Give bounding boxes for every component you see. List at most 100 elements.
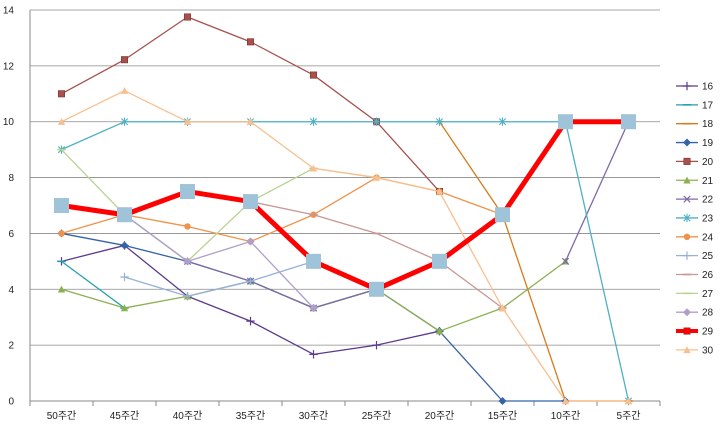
data-point	[683, 327, 691, 335]
x-tick-label: 30주간	[299, 410, 329, 422]
data-point	[372, 340, 381, 350]
data-point	[120, 117, 129, 126]
legend-item-20: 20	[676, 157, 714, 168]
data-point	[183, 118, 192, 125]
data-point	[558, 114, 573, 130]
data-point	[624, 397, 633, 405]
legend-item-29: 29	[676, 327, 714, 338]
data-point	[498, 304, 507, 312]
legend-item-23: 23	[676, 213, 714, 224]
x-tick-label: 50주간	[47, 410, 77, 422]
legend-label: 20	[702, 157, 714, 168]
legend-label: 26	[702, 270, 714, 281]
data-point	[561, 257, 570, 265]
data-point	[682, 251, 692, 260]
data-point	[309, 164, 318, 172]
data-point	[58, 230, 65, 237]
legend-label: 25	[702, 251, 714, 262]
legend-label: 21	[702, 176, 714, 187]
legend-label: 28	[702, 308, 714, 319]
data-point	[309, 71, 317, 79]
x-tick-label: 10주간	[551, 410, 581, 422]
data-point	[682, 81, 692, 91]
data-point	[183, 292, 192, 301]
data-point	[180, 184, 195, 200]
y-tick-label: 8	[8, 173, 14, 184]
data-point	[683, 233, 691, 240]
data-point	[306, 253, 321, 269]
legend-item-19: 19	[676, 138, 714, 149]
data-point	[372, 117, 381, 126]
series-30	[57, 87, 633, 405]
data-point	[243, 194, 258, 210]
data-point	[309, 117, 318, 126]
data-point	[432, 253, 447, 269]
data-point	[120, 87, 129, 94]
data-point	[121, 56, 129, 64]
legend-label: 17	[702, 100, 714, 111]
data-point	[495, 207, 510, 223]
legend-item-25: 25	[676, 251, 714, 262]
legend-item-18: 18	[676, 119, 714, 130]
data-point	[683, 213, 691, 223]
data-point	[498, 117, 507, 126]
legend-item-16: 16	[676, 82, 714, 93]
data-point	[247, 38, 255, 46]
legend-label: 30	[702, 345, 714, 356]
data-point	[246, 237, 255, 246]
data-point	[561, 397, 570, 405]
data-point	[117, 207, 132, 223]
x-tick-label: 25주간	[362, 410, 392, 422]
data-point	[183, 257, 192, 266]
series-line	[564, 121, 630, 262]
series-29	[54, 114, 636, 297]
data-point	[309, 303, 318, 312]
data-point	[246, 276, 255, 286]
legend-item-28: 28	[676, 308, 714, 319]
data-point	[120, 304, 129, 312]
legend: 16 17 18 19 20 21 22 23 24 25 26 27 28 29 30	[676, 82, 714, 356]
data-point	[683, 157, 691, 165]
data-point	[54, 198, 69, 213]
data-point	[683, 308, 691, 317]
y-tick-label: 2	[8, 341, 14, 352]
data-point	[57, 285, 66, 293]
series-line	[61, 260, 125, 309]
data-point	[120, 272, 129, 282]
x-tick-label: 40주간	[173, 410, 203, 422]
y-tick-label: 4	[8, 285, 14, 296]
series-line	[61, 121, 630, 402]
y-tick-label: 0	[8, 397, 14, 408]
y-axis: 0 2 4 6 8 10 12 14	[3, 6, 31, 408]
data-point	[498, 397, 507, 405]
data-point	[683, 195, 691, 203]
legend-item-30: 30	[676, 345, 714, 356]
x-tick-label: 5주간	[617, 410, 641, 422]
data-point	[683, 346, 691, 354]
y-tick-label: 14	[3, 6, 15, 17]
data-point	[246, 118, 255, 125]
x-axis: 50주간 45주간 40주간 35주간 30주간 25주간 20주간 15주간 10주간 5주간	[29, 400, 661, 422]
series-line	[61, 90, 629, 402]
y-tick-label: 10	[3, 117, 15, 128]
plot-area	[54, 13, 636, 406]
legend-label: 19	[702, 138, 714, 149]
legend-item-17: 17	[676, 100, 714, 111]
data-point	[435, 117, 444, 126]
legend-item-26: 26	[676, 270, 714, 281]
y-tick-label: 6	[8, 229, 14, 240]
y-tick-label: 12	[3, 61, 15, 72]
legend-label: 18	[702, 119, 714, 130]
data-point	[246, 316, 255, 326]
x-tick-label: 45주간	[110, 410, 140, 422]
series-line	[61, 119, 629, 292]
legend-item-27: 27	[676, 289, 714, 300]
legend-label: 24	[702, 232, 714, 243]
legend-label: 27	[702, 289, 714, 300]
data-point	[435, 187, 444, 195]
data-point	[369, 281, 384, 297]
data-point	[120, 241, 129, 250]
data-point	[435, 327, 444, 335]
